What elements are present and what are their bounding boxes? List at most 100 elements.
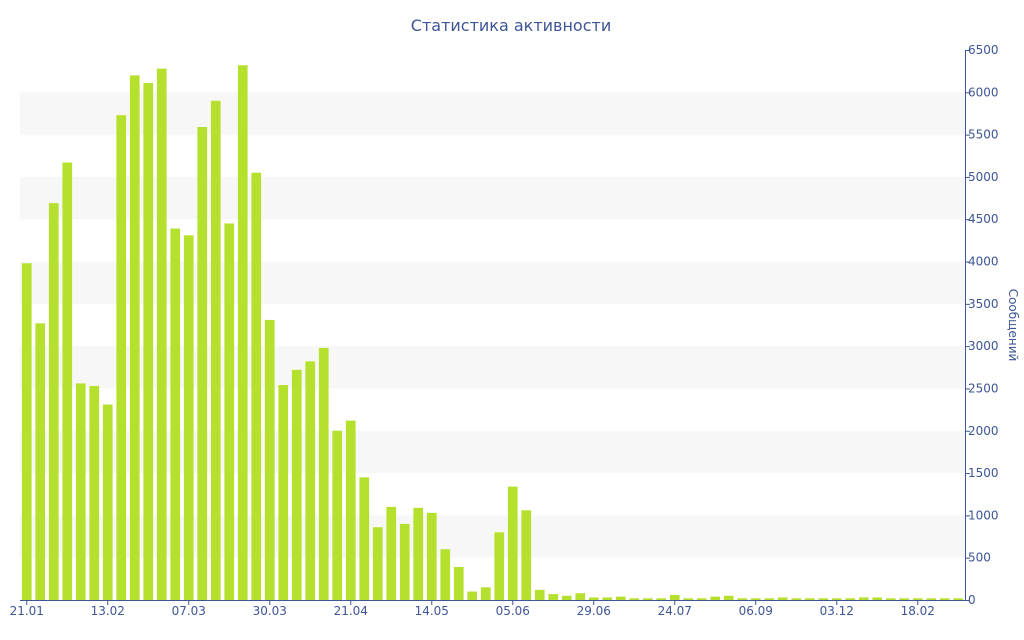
bar: [723, 595, 734, 600]
bar: [521, 510, 532, 600]
bar: [872, 597, 883, 600]
bar: [48, 203, 59, 600]
y-tick-label: 6500: [968, 43, 999, 57]
y-tick-label: 4500: [968, 212, 999, 226]
x-tick-label: 24.07: [658, 604, 692, 618]
bar: [237, 65, 248, 601]
bar: [629, 598, 640, 600]
bar: [224, 223, 235, 600]
bar: [413, 507, 424, 600]
bar: [21, 263, 32, 600]
bar: [750, 598, 761, 600]
bar: [831, 598, 842, 600]
bar: [642, 598, 653, 600]
bar: [332, 430, 343, 600]
x-tick-label: 13.02: [91, 604, 125, 618]
bar: [291, 369, 302, 600]
x-tick-label: 03.12: [820, 604, 854, 618]
bar: [89, 385, 100, 600]
bar: [656, 598, 667, 600]
bar: [372, 527, 383, 600]
axes-group: [20, 50, 966, 601]
bar: [35, 323, 46, 600]
chart-title: Статистика активности: [411, 16, 611, 35]
bar: [804, 598, 815, 600]
y-ticks-group: 0 500 1000 1500 2000 2500 3000 3500 4000 4500 5000…: [965, 43, 999, 607]
y-tick-label: 500: [968, 551, 991, 565]
bar: [156, 68, 167, 601]
y-tick-label: 1000: [968, 508, 999, 522]
bar: [129, 75, 140, 600]
bar: [615, 596, 626, 600]
bar: [399, 523, 410, 600]
bar: [170, 228, 181, 601]
bar: [183, 235, 194, 600]
y-tick-label: 4000: [968, 255, 999, 269]
y-tick-label: 6000: [968, 85, 999, 99]
y-tick-label: 0: [968, 593, 976, 607]
y-tick-label: 1500: [968, 466, 999, 480]
bar: [440, 549, 451, 600]
bar: [777, 597, 788, 600]
bar: [899, 598, 910, 600]
bar: [480, 587, 491, 600]
bar: [345, 420, 356, 600]
x-tick-label: 18.02: [901, 604, 935, 618]
bar: [534, 589, 545, 600]
y-tick-label: 2000: [968, 424, 999, 438]
bar: [143, 83, 154, 600]
y-axis-label: Сообщений: [1006, 289, 1020, 362]
bar: [858, 597, 869, 600]
bar: [507, 486, 518, 600]
bar: [453, 567, 464, 600]
bar: [102, 404, 113, 600]
bar: [467, 591, 478, 600]
bar: [885, 598, 896, 600]
y-tick-label: 2500: [968, 381, 999, 395]
bar: [116, 115, 127, 601]
bar: [210, 100, 221, 601]
bar: [318, 347, 329, 600]
bar: [710, 596, 721, 600]
bar: [818, 598, 829, 600]
y-tick-label: 5000: [968, 170, 999, 184]
bar: [683, 598, 694, 600]
bar: [737, 598, 748, 600]
bar: [75, 383, 86, 600]
bar: [278, 385, 289, 600]
x-tick-label: 21.01: [10, 604, 44, 618]
bars-group: [21, 65, 964, 601]
bar: [953, 598, 964, 600]
bar: [494, 532, 505, 600]
y-tick-label: 5500: [968, 128, 999, 142]
bar: [791, 598, 802, 600]
bar: [548, 594, 559, 600]
x-tick-label: 07.03: [172, 604, 206, 618]
x-tick-label: 14.05: [415, 604, 449, 618]
bar: [575, 593, 586, 600]
bar: [251, 172, 262, 600]
bar: [926, 598, 937, 600]
y-tick-label: 3000: [968, 339, 999, 353]
x-tick-label: 29.06: [577, 604, 611, 618]
bar: [845, 598, 856, 600]
bar: [264, 319, 275, 600]
bar: [696, 598, 707, 600]
grid-band: [20, 176, 965, 220]
bar: [386, 506, 397, 600]
x-tick-label: 21.04: [334, 604, 368, 618]
bar: [764, 598, 775, 600]
bar: [359, 477, 370, 600]
bar: [62, 162, 73, 601]
x-ticks-group: 21.01 13.02 07.03 30.03 21.04 14.05 05.06 29.06…: [10, 600, 935, 618]
bar: [426, 512, 437, 600]
bar: [561, 595, 572, 600]
bar: [939, 598, 950, 600]
bar: [669, 594, 680, 600]
bar: [197, 127, 208, 600]
grid-band: [20, 92, 965, 135]
y-tick-label: 3500: [968, 297, 999, 311]
bar: [912, 598, 923, 600]
